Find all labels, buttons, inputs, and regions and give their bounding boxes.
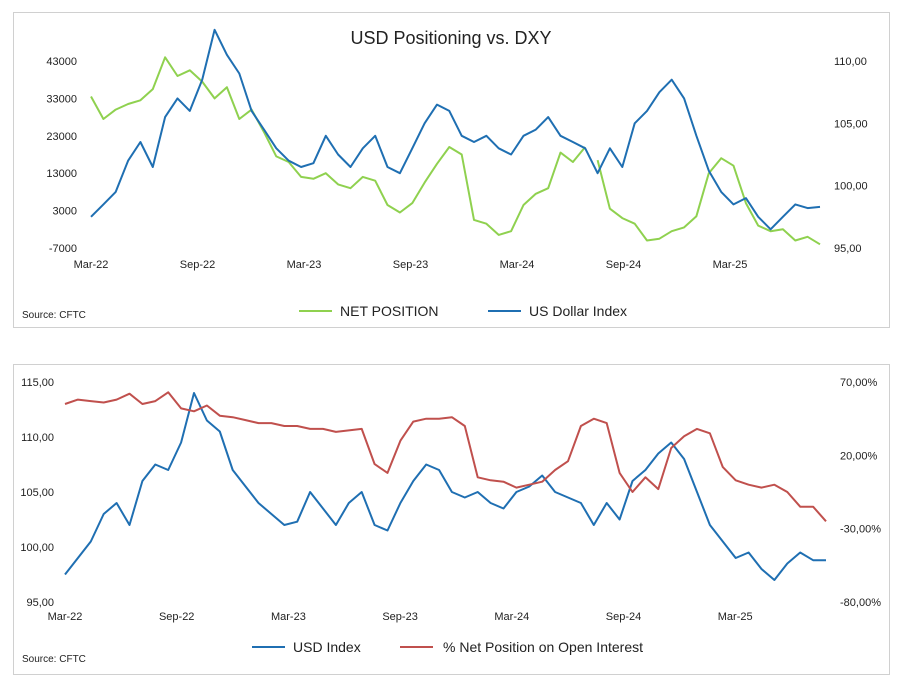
chart-usd-positioning-vs-dxy: USD Positioning vs. DXY 43000 33000 23000 1… <box>22 28 868 321</box>
source-note: Source: CFTC <box>22 310 86 321</box>
legend: USD Index % Net Position on Open Interes… <box>252 639 643 655</box>
chart-panel-usd-positioning: USD Positioning vs. DXY 43000 33000 23000 1… <box>13 12 890 328</box>
y-right-tick-label: 95,00 <box>834 243 862 255</box>
legend-label-net-position: NET POSITION <box>340 303 439 319</box>
chart-panel-usd-index-vs-net-position: 115,00 110,00 105,00 100,00 95,00 70,00% 20,0… <box>13 364 890 675</box>
x-tick-label: Sep-22 <box>159 611 194 623</box>
x-tick-label: Mar-23 <box>271 611 306 623</box>
chart-usd-index-vs-net-position: 115,00 110,00 105,00 100,00 95,00 70,00% 20,0… <box>20 377 881 665</box>
y-right-tick-label: 100,00 <box>834 181 868 193</box>
y-right-tick-label: -30,00% <box>840 524 881 536</box>
y-left-tick-label: 3000 <box>53 206 77 218</box>
x-tick-label: Mar-23 <box>287 259 322 271</box>
legend: NET POSITION US Dollar Index <box>299 303 627 319</box>
y-right-tick-label: -80,00% <box>840 597 881 609</box>
y-left-tick-label: -7000 <box>49 243 77 255</box>
legend-label-net-position-oi: % Net Position on Open Interest <box>443 639 643 655</box>
y-left-tick-label: 105,00 <box>20 487 54 499</box>
x-tick-label: Sep-24 <box>606 611 641 623</box>
legend-label-usd-index: USD Index <box>293 639 361 655</box>
y-right-tick-label: 105,00 <box>834 118 868 130</box>
series-line-net-position-on-open-interest <box>64 391 827 522</box>
y-left-tick-label: 100,00 <box>20 542 54 554</box>
y-right-tick-label: 70,00% <box>840 377 878 389</box>
y-left-tick-label: 43000 <box>46 56 77 68</box>
x-tick-label: Mar-22 <box>48 611 83 623</box>
y-left-tick-label: 95,00 <box>26 597 54 609</box>
x-tick-label: Mar-25 <box>713 259 748 271</box>
y-right-tick-label: 110,00 <box>834 56 867 68</box>
x-tick-label: Sep-22 <box>180 259 215 271</box>
y-left-tick-label: 23000 <box>46 131 77 143</box>
x-tick-label: Sep-24 <box>606 259 641 271</box>
source-note: Source: CFTC <box>22 654 86 665</box>
x-tick-label: Mar-22 <box>74 259 109 271</box>
x-tick-label: Mar-24 <box>494 611 529 623</box>
y-left-tick-label: 115,00 <box>21 377 54 389</box>
y-left-tick-label: 13000 <box>46 168 77 180</box>
y-right-tick-label: 20,00% <box>840 450 878 462</box>
x-tick-label: Sep-23 <box>382 611 417 623</box>
x-tick-label: Sep-23 <box>393 259 428 271</box>
x-tick-label: Mar-25 <box>718 611 753 623</box>
y-left-tick-label: 110,00 <box>21 432 54 444</box>
series-line-usd-index <box>64 392 826 581</box>
legend-label-us-dollar-index: US Dollar Index <box>529 303 627 319</box>
x-tick-label: Mar-24 <box>500 259 535 271</box>
series-line-us-dollar-index <box>90 28 821 231</box>
series-line-net-position <box>596 157 821 246</box>
chart-title: USD Positioning vs. DXY <box>350 28 551 48</box>
y-left-tick-label: 33000 <box>46 93 77 105</box>
series-line-net-position <box>90 56 586 236</box>
